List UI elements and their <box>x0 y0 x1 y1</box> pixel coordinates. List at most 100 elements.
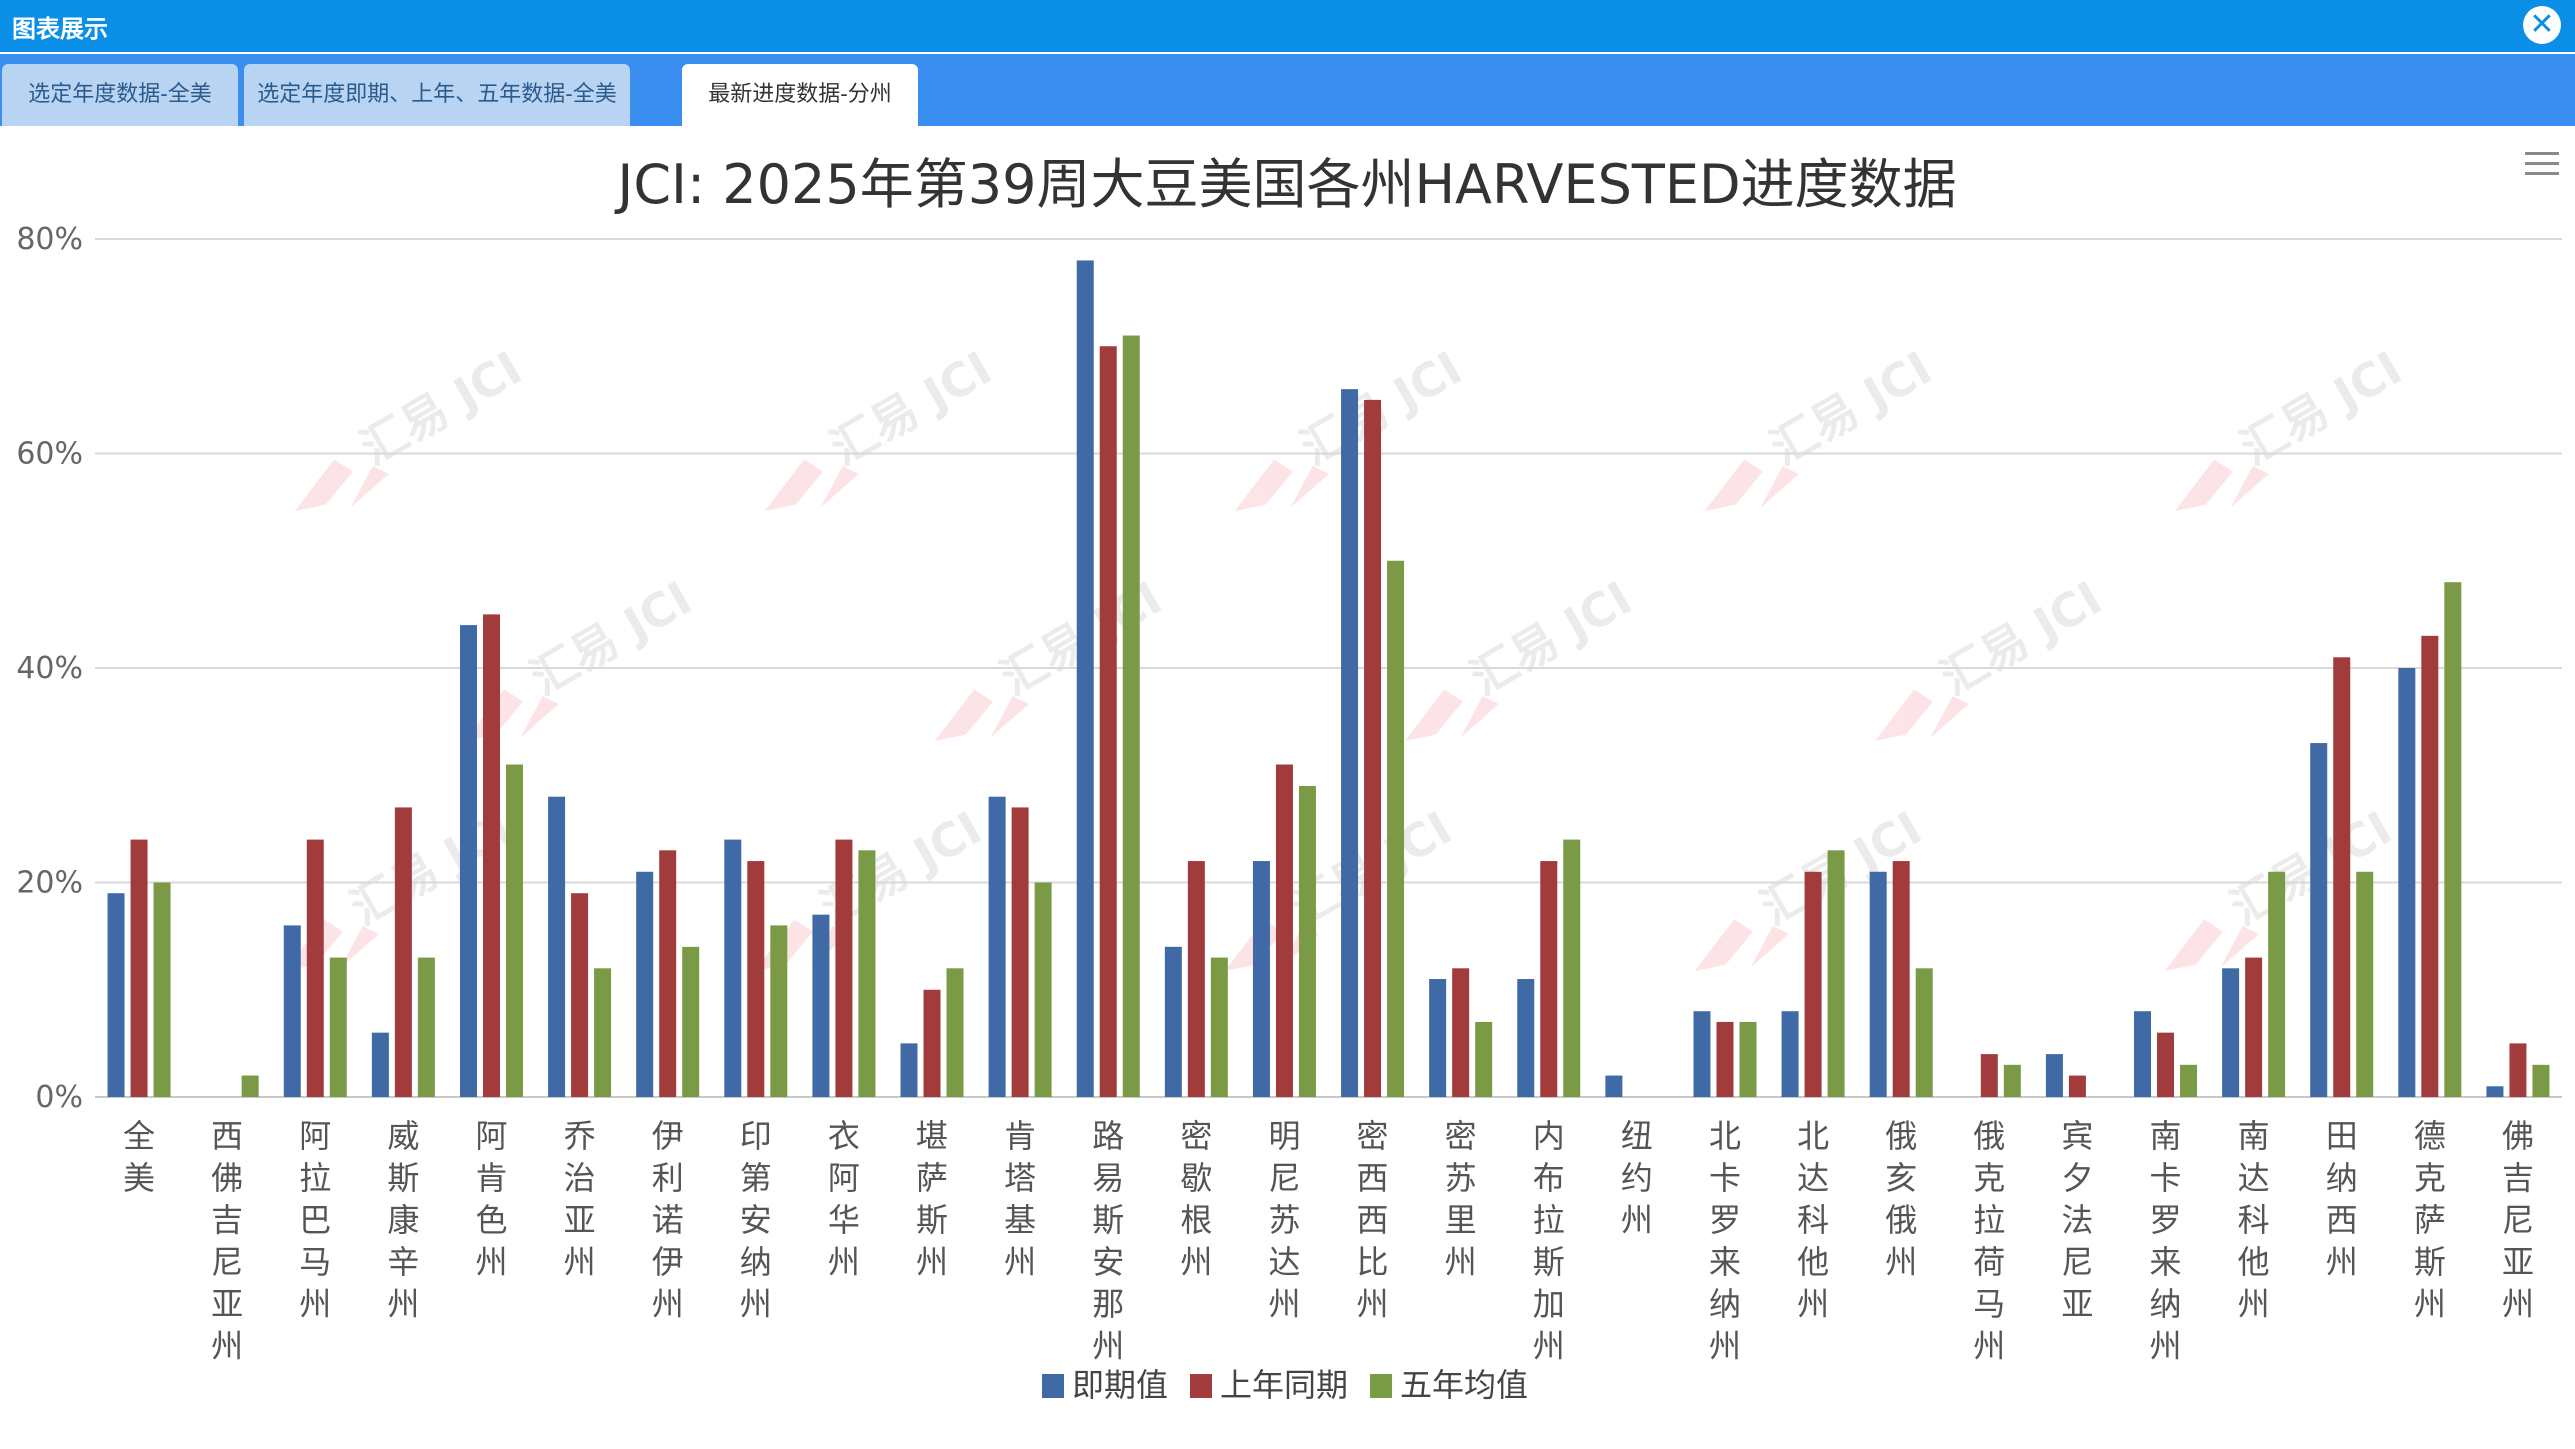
bar-1-14 <box>1364 399 1382 1097</box>
bar-1-8 <box>835 839 853 1097</box>
bar-1-9 <box>923 989 941 1097</box>
bar-2-2 <box>329 957 347 1097</box>
bar-2-8 <box>858 850 876 1097</box>
bar-0-12 <box>1164 946 1182 1097</box>
bar-2-1 <box>241 1075 259 1097</box>
x-tick-label: 全美 <box>123 1117 155 1197</box>
bar-2-26 <box>2444 582 2462 1097</box>
bar-1-19 <box>1804 871 1822 1097</box>
bar-0-14 <box>1341 389 1359 1097</box>
window-titlebar: 图表展示 ✕ <box>0 0 2575 52</box>
close-icon[interactable]: ✕ <box>2523 6 2561 44</box>
bar-1-0 <box>130 839 148 1097</box>
y-tick-label: 0% <box>35 1080 83 1115</box>
bar-2-5 <box>594 968 612 1097</box>
bar-1-15 <box>1452 968 1470 1097</box>
bar-0-16 <box>1517 979 1535 1097</box>
legend-item-2[interactable]: 五年均值 <box>1370 1366 1528 1404</box>
jci-watermark-logo: 汇易 JCI <box>2174 341 2411 511</box>
x-tick-label: 密苏里州 <box>1445 1117 1477 1281</box>
bar-1-10 <box>1011 807 1029 1097</box>
legend-swatch <box>1190 1374 1213 1398</box>
bar-2-21 <box>2003 1064 2021 1097</box>
bar-1-6 <box>659 850 677 1097</box>
bar-1-25 <box>2333 657 2351 1097</box>
x-tick-label: 密歇根州 <box>1180 1117 1212 1281</box>
bar-1-18 <box>1716 1021 1734 1097</box>
bar-0-6 <box>636 871 654 1097</box>
watermark-text: 汇易 JCI <box>1931 571 2110 706</box>
jci-watermark-logo: 汇易 JCI <box>1224 801 1461 971</box>
x-tick-label: 印第安纳州 <box>740 1117 772 1323</box>
bar-2-12 <box>1210 957 1228 1097</box>
x-tick-label: 密西西比州 <box>1357 1117 1389 1323</box>
x-tick-label: 南达科他州 <box>2238 1117 2270 1323</box>
bar-2-24 <box>2268 871 2286 1097</box>
x-tick-label: 威斯康辛州 <box>387 1117 419 1323</box>
bar-2-27 <box>2532 1064 2550 1097</box>
bar-0-22 <box>2045 1054 2063 1097</box>
x-tick-label: 北卡罗来纳州 <box>1709 1117 1741 1365</box>
bar-1-27 <box>2509 1043 2527 1097</box>
x-tick-label: 北达科他州 <box>1797 1117 1829 1323</box>
chart-title: JCI: 2025年第39周大豆美国各州HARVESTED进度数据 <box>614 153 1956 216</box>
menu-icon[interactable] <box>2525 152 2559 178</box>
bar-0-8 <box>812 914 830 1097</box>
watermark-text: 汇易 JCI <box>1461 571 1640 706</box>
bar-1-12 <box>1187 861 1205 1097</box>
bar-0-3 <box>371 1032 389 1097</box>
jci-watermark-logo: 汇易 JCI <box>1404 571 1641 741</box>
watermark-text: 汇易 JCI <box>1761 341 1940 476</box>
jci-watermark-logo: 汇易 JCI <box>294 341 531 511</box>
bar-2-4 <box>505 764 523 1097</box>
jci-watermark-logo: 汇易 JCI <box>764 341 1001 511</box>
y-tick-label: 40% <box>16 651 83 686</box>
window-title: 图表展示 <box>12 14 108 43</box>
bar-2-20 <box>1915 968 1933 1097</box>
x-tick-label: 衣阿华州 <box>828 1117 860 1281</box>
bar-1-11 <box>1099 346 1117 1097</box>
bar-0-2 <box>283 925 301 1097</box>
jci-watermark-logo: 汇易 JCI <box>1874 571 2111 741</box>
bar-2-10 <box>1034 882 1052 1097</box>
bar-0-10 <box>988 796 1006 1097</box>
x-tick-label: 明尼苏达州 <box>1268 1117 1300 1323</box>
x-tick-label: 西佛吉尼亚州 <box>211 1117 243 1365</box>
legend-item-1[interactable]: 上年同期 <box>1190 1366 1348 1404</box>
x-tick-label: 德克萨斯州 <box>2414 1117 2446 1323</box>
x-tick-label: 阿肯色州 <box>475 1117 507 1281</box>
bar-0-9 <box>900 1043 918 1097</box>
bar-2-9 <box>946 968 964 1097</box>
x-tick-label: 田纳西州 <box>2326 1117 2358 1281</box>
bar-2-25 <box>2356 871 2374 1097</box>
bar-2-6 <box>682 946 700 1097</box>
bar-1-21 <box>1980 1054 1998 1097</box>
bar-1-4 <box>482 614 500 1097</box>
x-tick-label: 乔治亚州 <box>564 1117 596 1281</box>
bar-2-14 <box>1387 560 1405 1097</box>
y-tick-label: 20% <box>16 866 83 901</box>
tab-latest-progress-by-state[interactable]: 最新进度数据-分州 <box>682 64 918 126</box>
legend-item-0[interactable]: 即期值 <box>1042 1366 1168 1404</box>
watermark-text: 汇易 JCI <box>2231 341 2410 476</box>
tab-selected-year-national[interactable]: 选定年度数据-全美 <box>2 64 238 126</box>
legend-label: 上年同期 <box>1220 1366 1348 1404</box>
x-tick-label: 伊利诺伊州 <box>652 1117 684 1323</box>
y-tick-label: 60% <box>16 437 83 472</box>
watermark-text: 汇易 JCI <box>521 571 700 706</box>
x-tick-label: 堪萨斯州 <box>916 1117 948 1281</box>
bar-1-24 <box>2245 957 2263 1097</box>
bar-0-27 <box>2486 1086 2504 1097</box>
bar-2-11 <box>1122 335 1140 1097</box>
bar-0-13 <box>1252 861 1270 1097</box>
tab-selected-year-compare-national[interactable]: 选定年度即期、上年、五年数据-全美 <box>244 64 630 126</box>
bar-2-23 <box>2180 1064 2198 1097</box>
bar-0-7 <box>724 839 742 1097</box>
bar-0-19 <box>1781 1011 1799 1097</box>
bar-0-11 <box>1076 260 1094 1097</box>
x-tick-label: 宾夕法尼亚 <box>2061 1117 2093 1323</box>
bar-0-17 <box>1605 1075 1623 1097</box>
bar-0-20 <box>1869 871 1887 1097</box>
